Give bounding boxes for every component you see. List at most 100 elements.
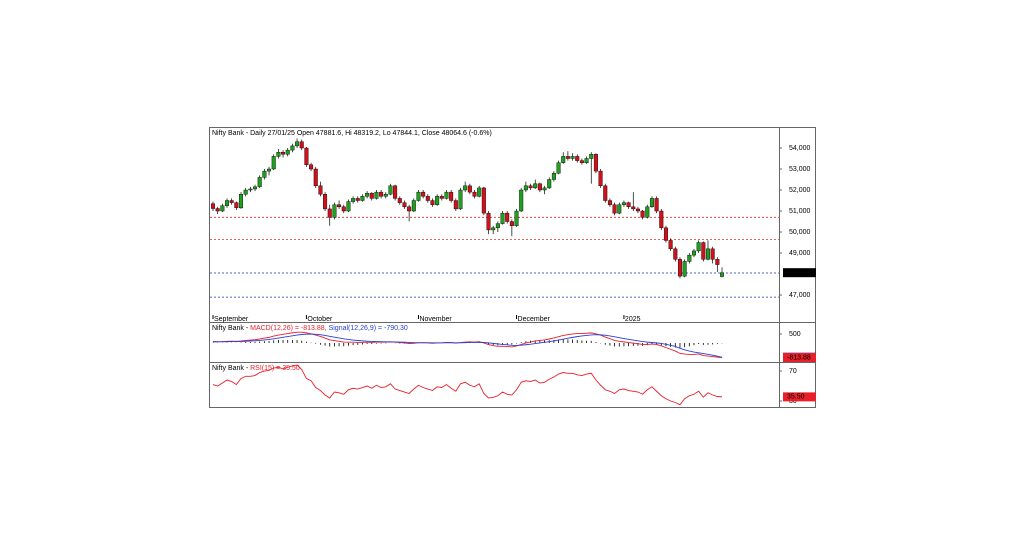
candle-body: [701, 242, 706, 260]
candle-body: [388, 185, 393, 195]
last-price-box: [783, 268, 816, 278]
candle-body: [374, 191, 379, 199]
candle-body: [463, 185, 468, 191]
candle-body: [663, 227, 668, 241]
candle-body: [612, 204, 617, 214]
y-tick-label: 54,000: [789, 145, 811, 152]
candle-body: [393, 185, 398, 199]
y-tick-label: 70: [789, 368, 797, 375]
candle-body: [533, 183, 538, 189]
candle-body: [337, 204, 342, 208]
y-tick-label: 53,000: [789, 166, 811, 173]
candle-body: [271, 156, 276, 170]
candle-body: [253, 186, 258, 190]
x-tick-label: December: [518, 316, 551, 323]
y-tick-label: 50,000: [789, 229, 811, 236]
candle-body: [551, 173, 556, 180]
candle-body: [467, 185, 472, 193]
candle-body: [519, 189, 524, 212]
panel-title: Nifty Bank - MACD(12,26) = -813.88, Signa…: [212, 325, 408, 332]
candle-body: [481, 187, 486, 214]
candle-body: [523, 185, 528, 191]
candle-body: [505, 212, 510, 222]
candle-body: [379, 191, 384, 197]
candle-body: [631, 206, 636, 210]
candle-body: [435, 196, 440, 205]
candle-body: [248, 188, 253, 191]
y-tick-label: 49,000: [789, 250, 811, 257]
x-tick-label: September: [214, 316, 249, 323]
candle-body: [626, 202, 631, 208]
candle-body: [351, 198, 356, 202]
candle-body: [332, 204, 337, 218]
x-tick-label: November: [419, 316, 452, 323]
candle-body: [556, 162, 561, 174]
candle-body: [691, 250, 696, 256]
legend-entry: Signal(12,26,9) = -790.30: [329, 325, 408, 332]
candle-body: [579, 160, 584, 163]
frame: [209, 127, 816, 408]
candle-body: [290, 145, 295, 151]
candle-body: [659, 210, 664, 229]
candle-body: [449, 191, 454, 201]
candle-body: [210, 203, 215, 209]
legend-entry: MACD(12,26) = -813.88,: [250, 325, 327, 332]
value-box-label: 35.50: [787, 394, 805, 401]
candle-body: [472, 191, 477, 197]
candle-body: [477, 187, 482, 197]
candle-body: [486, 212, 491, 231]
candle-body: [439, 196, 444, 199]
y-tick-label: 47,000: [789, 292, 811, 299]
candle-body: [673, 248, 678, 260]
panel-title: Nifty Bank - RSI(15) = 35.50: [212, 365, 300, 372]
candle-body: [215, 208, 220, 212]
series-line: [212, 331, 723, 359]
chart-title: Nifty Bank - Daily 27/01/25 Open 47881.6…: [212, 130, 492, 137]
candle-body: [589, 154, 594, 159]
candle-body: [299, 141, 304, 149]
value-box-label: -813.88: [787, 354, 811, 361]
value-box: [783, 353, 816, 362]
candle-body: [397, 198, 402, 203]
candle-body: [621, 202, 626, 205]
candle-body: [407, 206, 412, 212]
candle-body: [430, 200, 435, 205]
candle-body: [561, 156, 566, 163]
candle-body: [491, 227, 496, 231]
candle-body: [365, 192, 370, 197]
x-tick-label: October: [307, 316, 333, 323]
candle-body: [607, 200, 612, 205]
candle-body: [323, 194, 328, 210]
candle-body: [645, 206, 650, 218]
candle-body: [383, 194, 388, 197]
y-tick-label: 500: [789, 331, 801, 338]
candle-body: [257, 177, 262, 188]
candle-body: [402, 202, 407, 208]
candle-body: [603, 185, 608, 201]
candle-body: [220, 205, 225, 212]
candle-body: [453, 200, 458, 210]
candle-body: [304, 147, 309, 166]
candle-body: [640, 210, 645, 218]
candle-body: [281, 152, 286, 155]
candle-body: [327, 208, 332, 218]
candle-body: [500, 212, 505, 224]
candle-body: [635, 208, 640, 212]
candle-body: [696, 242, 701, 252]
candle-body: [416, 191, 421, 201]
candle-body: [425, 196, 430, 201]
candle-body: [243, 189, 248, 195]
candle-body: [565, 156, 570, 159]
candle-body: [687, 254, 692, 262]
candle-body: [617, 204, 622, 214]
candle-body: [710, 248, 715, 260]
series-line: [212, 364, 723, 406]
candle-body: [239, 194, 244, 209]
candle-body: [649, 198, 654, 208]
candle-body: [285, 149, 290, 155]
candle-body: [593, 154, 598, 172]
candle-body: [411, 200, 416, 212]
candle-body: [355, 198, 360, 201]
x-tick-label: 2025: [625, 316, 641, 323]
legend-entry: RSI(15) = 35.50: [250, 365, 300, 372]
